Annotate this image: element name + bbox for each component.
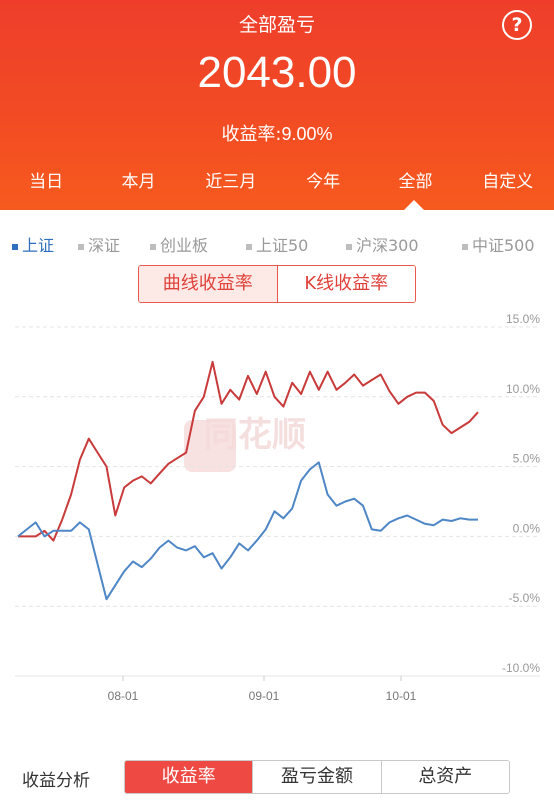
index-selector: 上证 深证 创业板 上证50 沪深300 中证500 xyxy=(0,232,554,255)
index-marker-icon xyxy=(346,243,352,250)
help-icon[interactable]: ? xyxy=(502,10,532,40)
watermark-logo-icon xyxy=(184,420,236,472)
index-sse50[interactable]: 上证50 xyxy=(246,232,308,256)
x-tick-label: 09-01 xyxy=(249,689,280,703)
y-tick-label: -5.0% xyxy=(509,591,541,605)
x-tick-label: 08-01 xyxy=(108,689,139,703)
index-return-line xyxy=(17,461,478,601)
index-marker-icon xyxy=(462,243,468,250)
index-label: 上证50 xyxy=(256,236,309,255)
index-chinext[interactable]: 创业板 xyxy=(150,232,208,256)
index-label: 创业板 xyxy=(160,236,209,255)
total-assets-button[interactable]: 总资产 xyxy=(380,761,509,793)
index-csi500[interactable]: 中证500 xyxy=(462,232,535,256)
index-label: 上证 xyxy=(22,236,55,255)
index-marker-icon xyxy=(12,243,18,250)
tab-custom[interactable]: 自定义 xyxy=(482,172,534,192)
active-tab-indicator xyxy=(404,200,424,210)
summary-header: 全部盈亏 ? 2043.00 收益率:9.00% 当日 本月 近三月 今年 全部… xyxy=(0,0,554,210)
index-label: 深证 xyxy=(88,236,121,255)
y-tick-label: 15.0% xyxy=(506,312,540,326)
index-shanghai[interactable]: 上证 xyxy=(12,232,54,256)
profit-amount-button[interactable]: 盈亏金额 xyxy=(252,761,381,793)
y-tick-label: 5.0% xyxy=(513,452,541,466)
return-rate-button[interactable]: 收益率 xyxy=(125,761,253,793)
index-marker-icon xyxy=(78,243,84,250)
portfolio-return-line xyxy=(18,360,479,542)
analysis-bar: 收益分析 收益率 盈亏金额 总资产 xyxy=(0,760,554,794)
index-marker-icon xyxy=(246,243,252,250)
return-rate-label: 收益率: xyxy=(221,124,282,145)
return-rate-value: 9.00% xyxy=(281,124,333,144)
x-tick-label: 10-01 xyxy=(386,689,417,703)
return-rate: 收益率:9.00% xyxy=(0,120,554,146)
chart-mode-toggle: 曲线收益率 K线收益率 xyxy=(138,265,416,303)
total-profit-amount: 2043.00 xyxy=(197,48,357,97)
index-label: 中证500 xyxy=(472,236,535,255)
tab-this-year[interactable]: 今年 xyxy=(306,172,341,192)
kline-return-button[interactable]: K线收益率 xyxy=(276,266,415,302)
y-tick-label: 10.0% xyxy=(506,382,540,396)
tab-all[interactable]: 全部 xyxy=(398,172,433,192)
analysis-label: 收益分析 xyxy=(22,771,90,791)
curve-return-button[interactable]: 曲线收益率 xyxy=(139,266,277,302)
index-csi300[interactable]: 沪深300 xyxy=(346,232,419,256)
index-shenzhen[interactable]: 深证 xyxy=(78,232,120,256)
y-tick-label: -10.0% xyxy=(502,661,540,675)
analysis-toggle: 收益率 盈亏金额 总资产 xyxy=(124,760,510,794)
tab-last-three-months[interactable]: 近三月 xyxy=(205,172,257,192)
y-tick-label: 0.0% xyxy=(513,521,541,535)
tab-today[interactable]: 当日 xyxy=(29,172,64,192)
tab-this-month[interactable]: 本月 xyxy=(121,172,156,192)
index-marker-icon xyxy=(150,243,156,250)
period-tabs: 当日 本月 近三月 今年 全部 自定义 xyxy=(0,168,554,198)
index-label: 沪深300 xyxy=(356,236,419,255)
page-title: 全部盈亏 xyxy=(238,14,315,36)
